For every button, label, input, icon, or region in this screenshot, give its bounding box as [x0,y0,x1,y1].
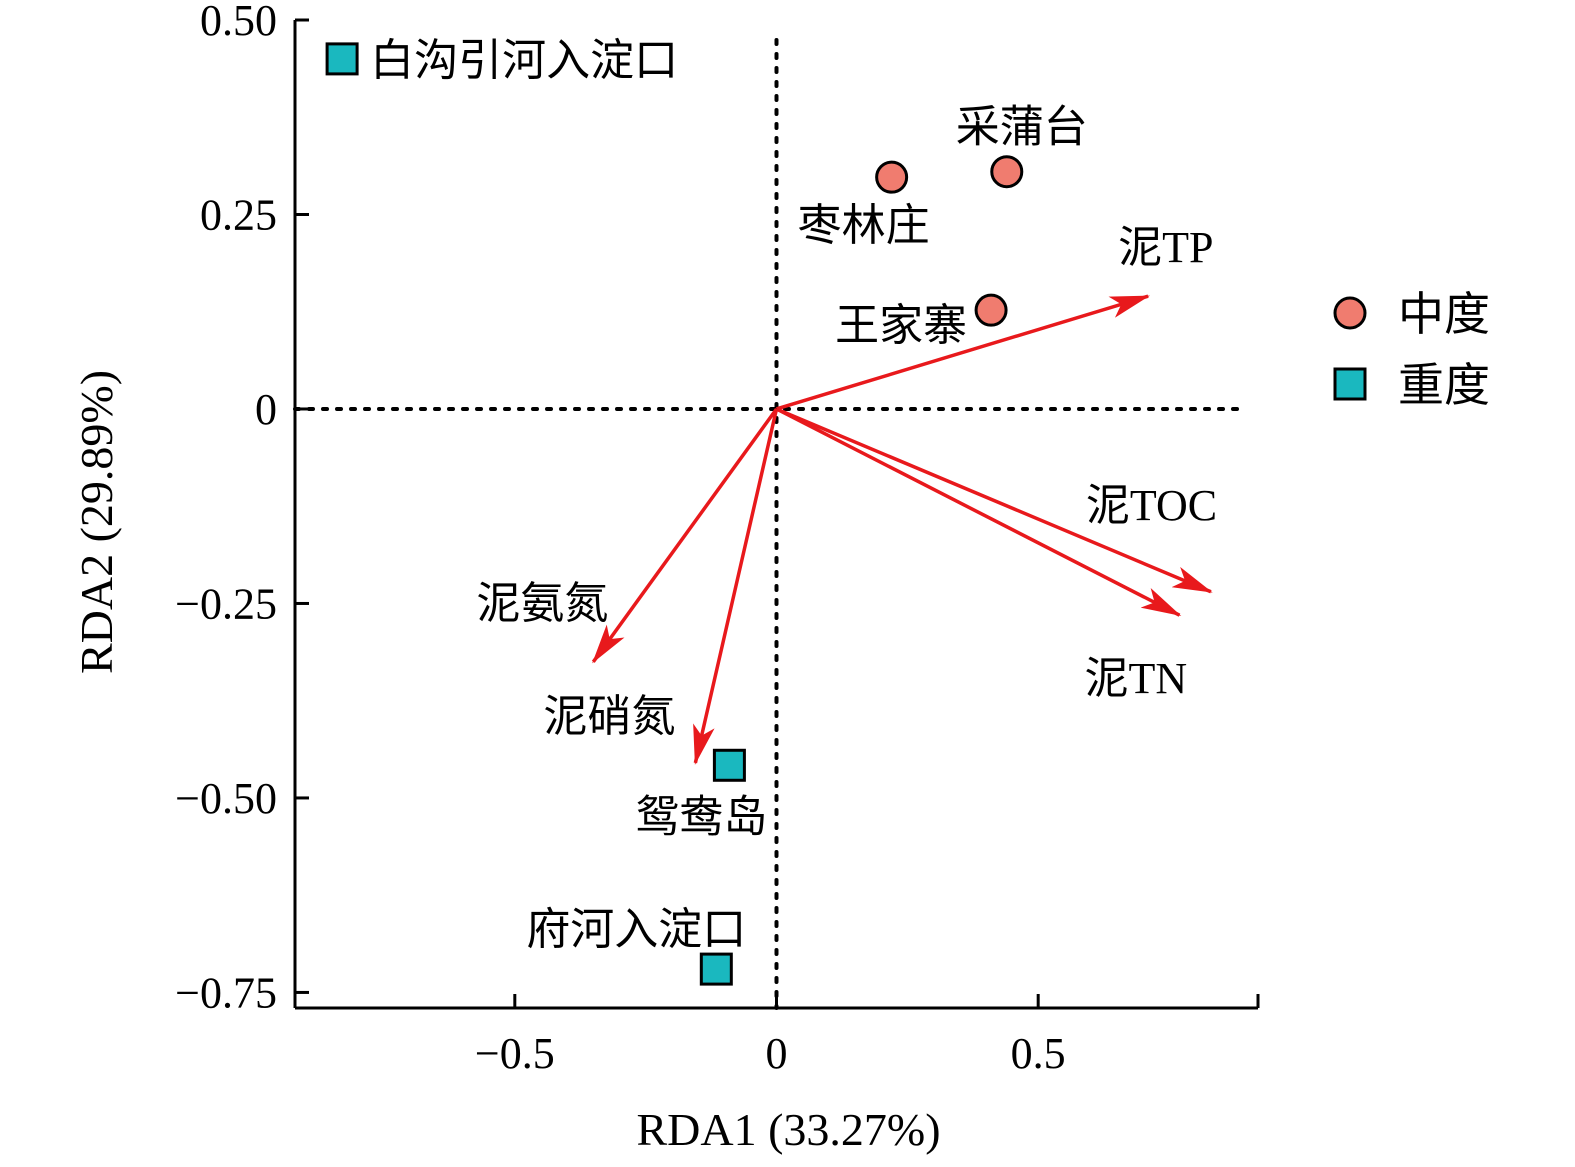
legend-label: 中度 [1398,289,1490,340]
point-marker [699,952,733,986]
vector-label: 泥硝氮 [543,692,675,741]
point-label: 枣林庄 [798,201,930,250]
vector-label: 泥TOC [1086,481,1217,530]
y-tick-label: 0 [255,385,277,434]
point-label: 府河入淀口 [526,905,746,954]
axes: 0.500.250−0.25−0.50−0.75−0.5 0 0.5 [175,0,1260,1078]
vector-arrow [775,294,1151,411]
legend-marker [1333,367,1367,401]
vector-label: 泥氨氮 [476,579,608,628]
y-axis-label: RDA2 (29.89%) [71,370,122,674]
legend-marker [1333,296,1367,330]
vector-arrow [775,407,1213,594]
point-marker [712,748,746,782]
point-label: 鸳鸯岛 [635,792,767,841]
x-tick-label: −0.5 [475,1029,555,1078]
point-marker [325,42,359,76]
point-marker [990,155,1024,189]
x-axis-label: RDA1 (33.27%) [636,1104,940,1155]
point-label: 白沟引河入淀口 [370,36,678,85]
x-tick-label: 0 [766,1029,788,1078]
vector-arrow [775,407,1182,617]
y-tick-label: 0.25 [200,190,277,239]
y-tick-label: −0.50 [175,774,277,823]
y-tick-label: 0.50 [200,0,277,45]
vector-label: 泥TP [1118,223,1213,272]
reference-lines [293,38,1248,1010]
point-label: 王家寨 [835,301,967,350]
point-marker [974,293,1008,327]
point-label: 采蒲台 [956,103,1088,152]
vector-arrow [591,407,778,664]
legend-label: 重度 [1398,360,1490,411]
vector-arrow [693,408,779,765]
y-tick-label: −0.25 [175,579,277,628]
vector-label: 泥TN [1084,654,1187,703]
y-tick-label: −0.75 [175,968,277,1017]
point-marker [875,160,909,194]
x-tick-label: 0.5 [1011,1029,1066,1078]
